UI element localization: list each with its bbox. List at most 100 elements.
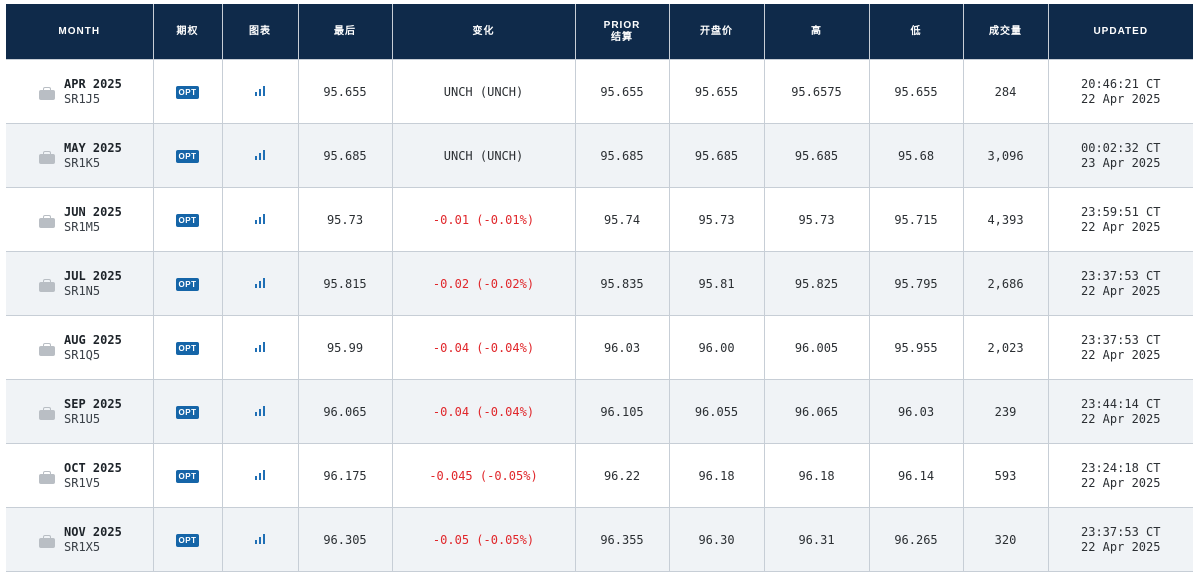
low-price: 95.795 (869, 251, 964, 316)
prior-settle: 95.655 (575, 59, 670, 124)
volume: 3,096 (963, 123, 1049, 188)
options-cell: OPT (153, 507, 223, 572)
high-price: 96.005 (764, 315, 870, 380)
updated-date: 23 Apr 2025 (1081, 155, 1161, 170)
open-price: 96.00 (669, 315, 765, 380)
month-cell[interactable]: MAY 2025 SR1K5 (6, 123, 154, 188)
month-cell[interactable]: OCT 2025 SR1V5 (6, 443, 154, 508)
contract-code: SR1M5 (64, 219, 101, 234)
header-prior-line2: 结算 (611, 31, 633, 43)
updated-time: 23:37:53 CT (1081, 332, 1161, 347)
month-cell[interactable]: JUN 2025 SR1M5 (6, 187, 154, 252)
bar-chart-icon[interactable] (255, 149, 265, 160)
prior-settle: 96.03 (575, 315, 670, 380)
chart-cell (222, 123, 299, 188)
high-price: 95.6575 (764, 59, 870, 124)
header-last[interactable]: 最后 (298, 4, 393, 60)
change-value: -0.02 (-0.02%) (392, 251, 576, 316)
high-price: 95.825 (764, 251, 870, 316)
volume: 239 (963, 379, 1049, 444)
updated-time: 23:44:14 CT (1081, 396, 1161, 411)
opt-button[interactable]: OPT (175, 86, 200, 99)
bar-chart-icon[interactable] (255, 213, 265, 224)
table-row: MAY 2025 SR1K5 OPT 95.685 UNCH (UNCH) 95.685 9… (6, 123, 1193, 188)
updated-time: 00:02:32 CT (1081, 140, 1161, 155)
last-price: 95.73 (298, 187, 393, 252)
month-cell[interactable]: AUG 2025 SR1Q5 (6, 315, 154, 380)
month-cell[interactable]: APR 2025 SR1J5 (6, 59, 154, 124)
header-updated[interactable]: UPDATED (1048, 4, 1193, 60)
contract-code: SR1J5 (64, 91, 101, 106)
volume: 284 (963, 59, 1049, 124)
contract-month: JUL 2025 (64, 268, 122, 283)
header-prior-line1: PRIOR (603, 19, 641, 31)
updated-date: 22 Apr 2025 (1081, 347, 1161, 362)
chart-cell (222, 187, 299, 252)
updated-time: 20:46:21 CT (1081, 76, 1161, 91)
last-price: 95.655 (298, 59, 393, 124)
updated-date: 22 Apr 2025 (1081, 411, 1161, 426)
change-value: -0.04 (-0.04%) (392, 315, 576, 380)
options-cell: OPT (153, 443, 223, 508)
briefcase-icon (39, 214, 55, 228)
opt-button[interactable]: OPT (175, 470, 200, 483)
updated-date: 22 Apr 2025 (1081, 91, 1161, 106)
contract-month: JUN 2025 (64, 204, 122, 219)
header-change[interactable]: 变化 (392, 4, 576, 60)
bar-chart-icon[interactable] (255, 405, 265, 416)
header-month[interactable]: MONTH (6, 4, 154, 60)
contract-month: OCT 2025 (64, 460, 122, 475)
bar-chart-icon[interactable] (255, 85, 265, 96)
chart-cell (222, 379, 299, 444)
high-price: 95.73 (764, 187, 870, 252)
header-volume[interactable]: 成交量 (963, 4, 1049, 60)
bar-chart-icon[interactable] (255, 277, 265, 288)
contract-month: APR 2025 (64, 76, 122, 91)
options-cell: OPT (153, 251, 223, 316)
change-value: -0.05 (-0.05%) (392, 507, 576, 572)
header-options[interactable]: 期权 (153, 4, 223, 60)
table-row: JUL 2025 SR1N5 OPT 95.815 -0.02 (-0.02%) 95.8… (6, 251, 1193, 316)
header-prior-settle[interactable]: PRIOR 结算 (575, 4, 670, 60)
briefcase-icon (39, 406, 55, 420)
briefcase-icon (39, 342, 55, 356)
options-cell: OPT (153, 315, 223, 380)
updated-time: 23:37:53 CT (1081, 268, 1161, 283)
header-high[interactable]: 高 (764, 4, 870, 60)
table-row: APR 2025 SR1J5 OPT 95.655 UNCH (UNCH) 95.655 9… (6, 59, 1193, 124)
contract-month: AUG 2025 (64, 332, 122, 347)
high-price: 95.685 (764, 123, 870, 188)
updated-cell: 23:44:14 CT 22 Apr 2025 (1048, 379, 1193, 444)
last-price: 96.305 (298, 507, 393, 572)
opt-button[interactable]: OPT (175, 406, 200, 419)
volume: 2,023 (963, 315, 1049, 380)
updated-date: 22 Apr 2025 (1081, 219, 1161, 234)
header-low[interactable]: 低 (869, 4, 964, 60)
briefcase-icon (39, 534, 55, 548)
bar-chart-icon[interactable] (255, 469, 265, 480)
chart-cell (222, 507, 299, 572)
bar-chart-icon[interactable] (255, 533, 265, 544)
updated-date: 22 Apr 2025 (1081, 539, 1161, 554)
month-cell[interactable]: SEP 2025 SR1U5 (6, 379, 154, 444)
header-chart[interactable]: 图表 (222, 4, 299, 60)
month-cell[interactable]: JUL 2025 SR1N5 (6, 251, 154, 316)
open-price: 96.18 (669, 443, 765, 508)
opt-button[interactable]: OPT (175, 214, 200, 227)
opt-button[interactable]: OPT (175, 342, 200, 355)
opt-button[interactable]: OPT (175, 150, 200, 163)
change-value: -0.045 (-0.05%) (392, 443, 576, 508)
prior-settle: 95.685 (575, 123, 670, 188)
opt-button[interactable]: OPT (175, 534, 200, 547)
low-price: 95.715 (869, 187, 964, 252)
table-row: NOV 2025 SR1X5 OPT 96.305 -0.05 (-0.05%) 96.3… (6, 507, 1193, 572)
bar-chart-icon[interactable] (255, 341, 265, 352)
low-price: 96.14 (869, 443, 964, 508)
opt-button[interactable]: OPT (175, 278, 200, 291)
header-open[interactable]: 开盘价 (669, 4, 765, 60)
open-price: 96.30 (669, 507, 765, 572)
month-cell[interactable]: NOV 2025 SR1X5 (6, 507, 154, 572)
briefcase-icon (39, 86, 55, 100)
updated-cell: 23:37:53 CT 22 Apr 2025 (1048, 507, 1193, 572)
